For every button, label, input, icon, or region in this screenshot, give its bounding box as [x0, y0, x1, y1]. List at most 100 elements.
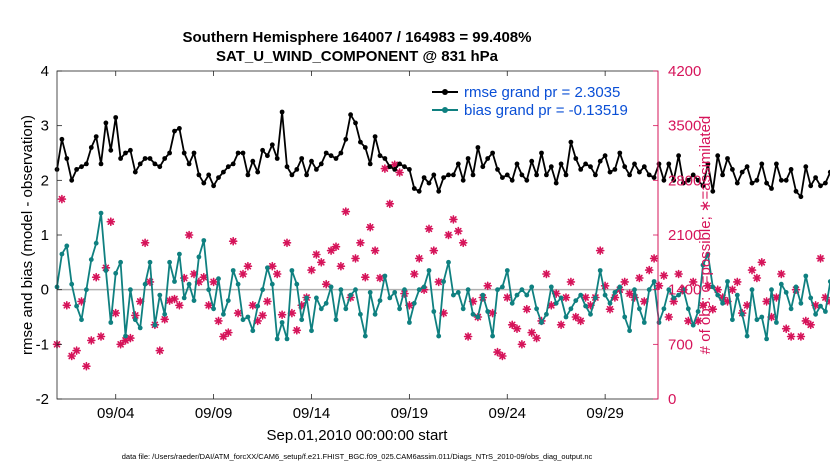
obs-asterisk: [463, 332, 473, 341]
obs-asterisk: [307, 265, 316, 275]
rmse-point: [377, 153, 383, 159]
bias-point: [534, 306, 539, 312]
obs-asterisk: [370, 246, 380, 255]
obs-asterisk: [263, 297, 272, 306]
bias-point: [93, 240, 99, 246]
obs-asterisk: [214, 316, 223, 326]
bias-point: [470, 311, 476, 317]
legend-rmse-marker: [442, 89, 448, 95]
obs-asterisk: [316, 257, 326, 267]
rmse-point: [519, 172, 525, 178]
bias-point: [764, 336, 769, 342]
obs-asterisk: [762, 297, 771, 306]
bias-point: [225, 298, 231, 303]
bias-point: [778, 281, 784, 287]
bias-point: [421, 284, 427, 290]
bias-point: [299, 317, 305, 323]
bias-point: [685, 306, 691, 312]
bias-point: [700, 262, 706, 268]
x-tick-label: 09/09: [195, 405, 233, 422]
bias-point: [348, 292, 353, 298]
chart-title-line1: Southern Hemisphere 164007 / 164983 = 99…: [183, 29, 532, 46]
y-axis-left-label: rmse and bias (model - observation): [19, 115, 36, 355]
bias-point: [411, 300, 417, 306]
y-left-tick-label: 1: [41, 227, 49, 244]
obs-asterisk: [140, 238, 150, 248]
bias-point: [137, 325, 143, 331]
bias-point: [397, 306, 402, 312]
rmse-point: [426, 180, 432, 186]
bias-point: [113, 270, 119, 276]
bias-point: [333, 317, 339, 323]
bias-point: [387, 295, 393, 301]
x-tick-label: 09/14: [293, 405, 331, 422]
bias-point: [211, 306, 217, 312]
obs-asterisk: [67, 351, 76, 361]
axes: 09/04 09/09 09/14 09/19 09/24 09/29 -2 -1 0 1 2 3 4 0…: [36, 63, 702, 422]
obs-asterisk: [816, 254, 825, 263]
bias-point: [519, 287, 525, 293]
bias-point: [250, 328, 256, 334]
rmse-point: [397, 161, 402, 167]
bias-point: [715, 292, 721, 298]
obs-asterisk: [444, 230, 453, 240]
bias-point: [230, 268, 236, 273]
bias-point: [416, 287, 422, 293]
bias-point: [612, 290, 618, 295]
obs-asterisk: [517, 339, 527, 349]
obs-asterisk: [331, 242, 341, 251]
legend: rmse grand pr = 2.3035 bias grand pr = -…: [428, 80, 650, 124]
obs-asterisk: [498, 351, 507, 361]
bias-point: [583, 303, 588, 309]
rmse-point: [588, 164, 593, 170]
rmse-point: [328, 153, 334, 159]
bias-point: [118, 259, 123, 265]
footer-data-file: data file: /Users/raeder/DAI/ATM_forcXX/…: [122, 452, 593, 461]
rmse-point: [774, 161, 779, 167]
bias-point: [641, 320, 647, 325]
rmse-point: [544, 172, 549, 178]
bias-point: [98, 210, 104, 216]
rmse-point: [191, 150, 197, 156]
bias-point: [216, 276, 221, 282]
rmse-point: [103, 120, 109, 126]
bias-point: [793, 284, 799, 290]
y-left-tick-label: 2: [41, 172, 49, 189]
bias-point: [162, 311, 168, 317]
rmse-point: [387, 164, 393, 170]
rmse-point: [534, 172, 539, 178]
bias-point: [759, 314, 765, 320]
rmse-point: [495, 167, 500, 172]
obs-asterisk: [233, 308, 243, 318]
bias-point: [74, 303, 79, 309]
rmse-point: [245, 172, 251, 178]
rmse-point: [666, 161, 672, 167]
rmse-point: [744, 164, 750, 170]
obs-asterisk: [199, 272, 209, 282]
y-left-tick-label: 0: [41, 282, 49, 299]
rmse-point: [690, 172, 696, 178]
obs-asterisk: [527, 328, 537, 337]
bias-point: [157, 292, 163, 298]
bias-point: [318, 306, 324, 312]
rmse-point: [485, 156, 491, 161]
obs-asterisk: [512, 324, 522, 334]
bias-point: [500, 284, 505, 290]
rmse-point: [211, 183, 217, 189]
obs-asterisk: [375, 273, 385, 283]
bias-point: [666, 287, 672, 293]
rmse-point: [705, 161, 711, 167]
obs-asterisk: [287, 308, 297, 318]
bias-point: [426, 268, 432, 273]
obs-asterisk: [424, 224, 434, 234]
rmse-point: [646, 172, 652, 178]
obs-asterisk: [209, 277, 218, 287]
bias-point: [495, 287, 500, 293]
x-tick-label: 09/04: [97, 405, 135, 422]
y-right-tick-label: 0: [668, 391, 676, 408]
rmse-point: [59, 136, 65, 142]
obs-asterisk: [757, 257, 767, 267]
obs-asterisk: [703, 281, 713, 291]
obs-asterisk: [581, 293, 590, 302]
obs-asterisk: [449, 215, 458, 224]
